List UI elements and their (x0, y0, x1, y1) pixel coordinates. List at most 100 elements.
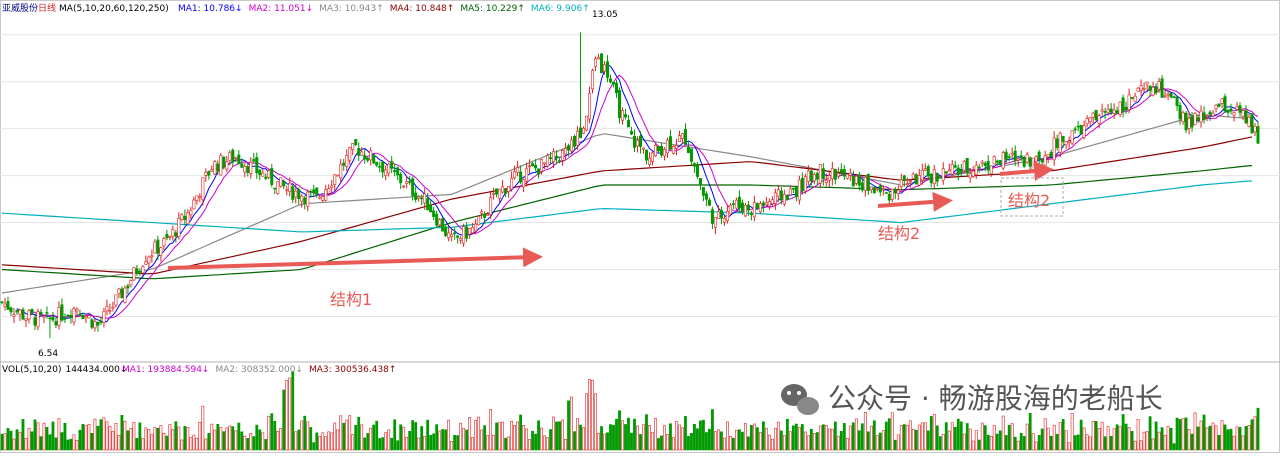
watermark-text: 公众号 · 畅游股海的老船长 (828, 382, 1163, 415)
candle-body (435, 213, 439, 226)
candle-body (243, 166, 247, 173)
candle-body (606, 61, 610, 78)
volume-bar (839, 431, 843, 451)
volume-bar (606, 432, 609, 451)
candle-body (24, 318, 28, 321)
candle-body (330, 185, 334, 188)
candle-body (698, 178, 702, 186)
candle-body (665, 139, 669, 154)
candle-body (821, 168, 825, 179)
volume-bar (597, 432, 600, 451)
candle-body (75, 309, 79, 312)
candle-body (656, 146, 660, 152)
candle-body (93, 321, 97, 329)
watermark: 公众号 · 畅游股海的老船长 (781, 382, 1163, 415)
volume-bar (129, 428, 133, 451)
candle-body (842, 169, 846, 177)
candle-body (872, 187, 876, 194)
volume-bar (633, 418, 636, 451)
volume-bar (219, 427, 223, 451)
candle-body (1238, 105, 1242, 113)
volume-bar (1247, 425, 1251, 451)
candle-body (327, 188, 331, 194)
candle-body (366, 157, 370, 161)
volume-bar (180, 439, 184, 451)
volume-bar (6, 428, 10, 451)
volume-bar (579, 424, 582, 451)
candle-body (417, 196, 421, 199)
candle-body (1076, 125, 1080, 128)
volume-bar (453, 434, 457, 451)
candle-body (1103, 111, 1107, 113)
volume-bar (1058, 422, 1062, 451)
candle-body (1019, 155, 1023, 158)
volume-bar (114, 423, 118, 451)
candle-body (683, 128, 687, 145)
volume-bar (603, 433, 606, 451)
volume-bar (480, 429, 484, 451)
candle-body (956, 167, 960, 175)
volume-bar (1199, 420, 1203, 451)
volume-bar (1142, 431, 1146, 451)
volume-bar (585, 393, 588, 451)
volume-bar (1163, 434, 1167, 451)
volume-bar (1175, 417, 1179, 451)
volume-bar (555, 421, 558, 451)
candle-body (1145, 81, 1149, 85)
volume-bar (938, 436, 942, 451)
candle-body (549, 157, 553, 159)
volume-bar (639, 434, 642, 451)
volume-bar (195, 437, 199, 451)
candle-body (998, 160, 1002, 166)
candle-body (911, 173, 915, 179)
volume-bar (546, 437, 549, 451)
candle-body (333, 174, 337, 185)
volume-bar (297, 429, 301, 451)
volume-bar (144, 427, 148, 451)
volume-bar (830, 428, 834, 451)
candle-body (204, 171, 208, 176)
volume-bar (1052, 424, 1056, 451)
volume-bar (630, 432, 633, 451)
volume-bar (282, 389, 286, 451)
candle-body (902, 175, 906, 181)
volume-bar (375, 420, 379, 451)
volume-bar (483, 425, 487, 451)
candle-body (183, 215, 187, 220)
candle-body (117, 288, 121, 294)
volume-ma-values: MA1: 193884.594↓ MA2: 308352.000↓ MA3: 300… (122, 365, 396, 375)
candle-body (429, 205, 433, 213)
candle-body (1214, 104, 1218, 109)
volume-bar (318, 436, 322, 451)
candle-body (668, 136, 672, 150)
candle-body (1001, 152, 1005, 169)
volume-bar (815, 432, 819, 451)
volume-bar (120, 415, 124, 451)
volume-bar (489, 408, 493, 451)
volume-bar (531, 430, 534, 451)
volume-bar (747, 436, 750, 451)
volume-bar (779, 430, 783, 451)
candle-body (315, 187, 319, 195)
candle-body (288, 182, 292, 192)
candle-body (456, 235, 460, 238)
candle-body (794, 186, 798, 198)
volume-bar (896, 434, 900, 451)
candle-body (1196, 117, 1200, 121)
candle-body (114, 294, 118, 306)
volume-bar (90, 432, 94, 451)
candle-body (818, 164, 822, 184)
volume-bar (1184, 417, 1188, 451)
volume-bar (237, 422, 241, 451)
candle-body (591, 70, 595, 90)
candle-body (947, 169, 951, 172)
candle-body (504, 189, 508, 194)
candle-body (827, 175, 831, 181)
candle-body (318, 196, 322, 199)
volume-bar (231, 426, 235, 451)
candle-body (695, 163, 699, 177)
volume-bar (192, 434, 196, 451)
candle-body (641, 147, 645, 150)
volume-bar (764, 427, 768, 451)
volume-bar (354, 424, 358, 451)
